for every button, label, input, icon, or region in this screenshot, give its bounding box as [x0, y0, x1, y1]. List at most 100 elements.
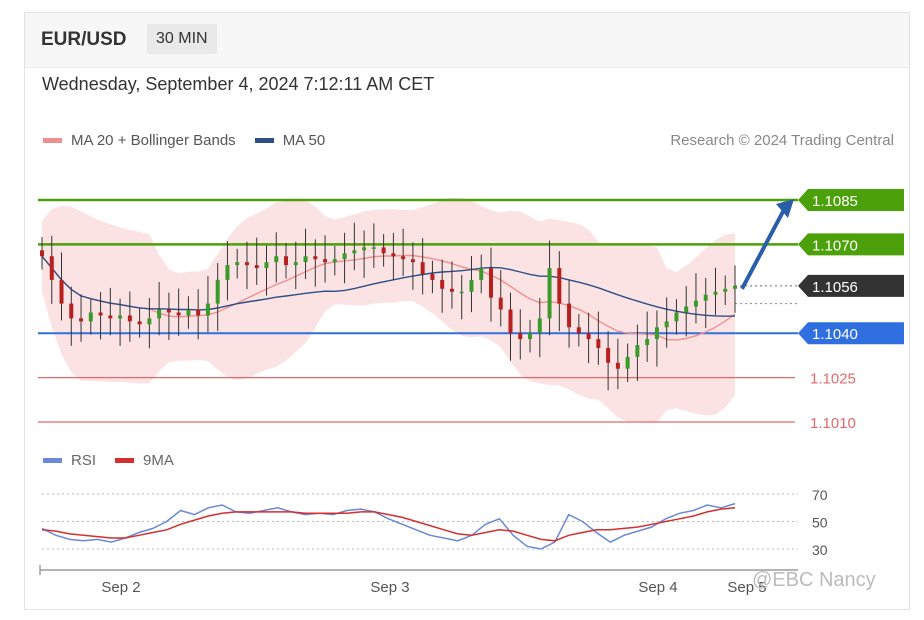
candle-body	[440, 279, 445, 289]
candle-body	[157, 309, 162, 319]
candle-body	[49, 256, 54, 280]
candle-body	[88, 312, 93, 322]
rsi-label: RSI	[71, 452, 97, 469]
level-label-1.1010: 1.1010	[810, 415, 856, 432]
candle-body	[254, 265, 259, 269]
candle-body	[654, 327, 659, 340]
rsi-line	[41, 502, 736, 550]
candle-body	[274, 256, 279, 263]
candle-body	[733, 285, 737, 289]
candle-body	[293, 262, 298, 266]
level-tag-1.1040	[798, 322, 904, 345]
candle-body	[684, 306, 689, 313]
research-credit: Research © 2024 Trading Central	[670, 132, 894, 149]
legend-rsi: RSI	[43, 452, 96, 469]
level-tag-1.1070	[798, 233, 904, 256]
candle-body	[401, 256, 406, 260]
candle-body	[488, 268, 493, 298]
ma9-line	[41, 507, 736, 542]
candle-body	[410, 259, 415, 263]
candle-body	[147, 318, 152, 325]
candle-body	[703, 294, 708, 301]
candle-body	[352, 250, 357, 254]
rsi-tick-30: 30	[812, 542, 828, 558]
price-legend: MA 20 + Bollinger Bands MA 50	[43, 132, 344, 149]
candle-body	[625, 356, 630, 369]
candle-body	[645, 339, 650, 346]
candle-body	[420, 262, 425, 274]
watermark: @EBC Nancy	[752, 569, 876, 591]
candle-body	[303, 256, 308, 263]
candle-body	[244, 262, 249, 266]
level-tag-text-1.1040: 1.1040	[812, 326, 858, 343]
candle-body	[557, 268, 562, 304]
level-label-1.1025: 1.1025	[810, 371, 856, 388]
ma9-label: 9MA	[143, 452, 174, 469]
projection-arrow-shaft	[740, 204, 788, 290]
x-tick-label: Sep 3	[370, 579, 409, 596]
level-tag-text-1.1070: 1.1070	[812, 237, 858, 254]
ma50-swatch	[254, 138, 274, 143]
candle-body	[371, 247, 376, 249]
candle-body	[635, 345, 640, 357]
candle-body	[166, 309, 171, 313]
candle-body	[508, 309, 513, 334]
candle-body	[225, 265, 230, 280]
x-tick-label: Sep 4	[638, 579, 677, 596]
candle-body	[596, 339, 601, 348]
level-tag-1.1056	[798, 274, 904, 297]
candle-body	[391, 253, 396, 257]
candle-body	[323, 259, 328, 263]
candle-body	[205, 303, 210, 316]
candle-body	[381, 247, 386, 254]
level-tag-text-1.1085: 1.1085	[812, 193, 858, 210]
candle-body	[615, 362, 620, 369]
candle-body	[693, 300, 698, 307]
bollinger-band	[42, 197, 735, 423]
candle-body	[98, 312, 103, 316]
candle-body	[127, 315, 132, 322]
level-tag-1.1085	[798, 189, 904, 211]
candle-body	[664, 321, 669, 328]
x-tick-label: Sep 5	[727, 579, 766, 596]
rsi-legend: RSI 9MA	[43, 452, 193, 469]
candle-body	[362, 247, 367, 251]
candle-body	[586, 333, 591, 340]
projection-arrow-head	[776, 199, 794, 218]
candle-body	[264, 262, 269, 269]
candle-body	[108, 315, 113, 319]
ma50-label: MA 50	[282, 132, 326, 149]
candle-body	[674, 312, 679, 322]
ma20-label: MA 20 + Bollinger Bands	[71, 132, 236, 149]
candle-body	[284, 256, 289, 266]
candle-body	[547, 268, 552, 319]
ma9-swatch	[115, 458, 135, 463]
candle-body	[59, 279, 64, 304]
candle-body	[196, 309, 201, 316]
rsi-swatch	[43, 458, 62, 463]
candle-body	[449, 288, 454, 292]
candle-body	[576, 327, 581, 334]
candle-body	[176, 312, 181, 316]
candle-body	[713, 291, 718, 295]
candle-body	[606, 348, 611, 363]
candle-body	[479, 268, 484, 280]
candle-body	[332, 259, 337, 263]
candle-body	[567, 303, 572, 328]
candle-body	[137, 321, 142, 325]
candle-body	[79, 318, 84, 322]
legend-9ma: 9MA	[115, 452, 174, 469]
x-tick-label: Sep 2	[101, 579, 140, 596]
candle-body	[537, 318, 542, 334]
legend-ma20: MA 20 + Bollinger Bands	[43, 132, 236, 149]
level-tag-text-1.1056: 1.1056	[812, 279, 858, 296]
candle-body	[69, 303, 74, 319]
rsi-tick-70: 70	[812, 487, 828, 503]
chart-datetime: Wednesday, September 4, 2024 7:12:11 AM …	[42, 74, 435, 94]
candle-body	[235, 262, 240, 266]
timeframe-badge[interactable]: 30 MIN	[147, 24, 217, 54]
candle-body	[723, 288, 728, 292]
candle-body	[342, 253, 347, 260]
candle-body	[40, 250, 44, 257]
